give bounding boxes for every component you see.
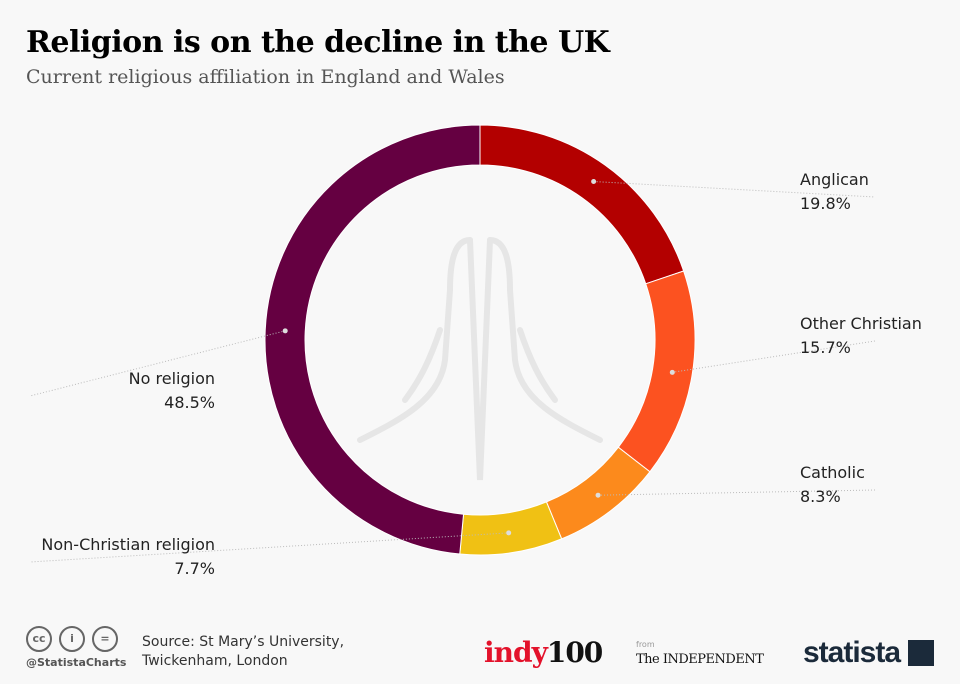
statista-logo: statista [803, 636, 901, 669]
leader-line [672, 340, 876, 373]
no-derivatives-icon: = [92, 626, 118, 652]
value-label: 48.5% [164, 393, 215, 412]
slice-other-christian [617, 270, 696, 473]
value-label: 15.7% [800, 338, 851, 357]
twitter-handle: @StatistaCharts [26, 656, 127, 669]
value-label: 19.8% [800, 194, 851, 213]
category-label: Non-Christian religion [41, 535, 215, 554]
slice-no-religion [264, 124, 481, 555]
category-label: Other Christian [800, 314, 922, 333]
creative-commons-icon: cc [26, 626, 52, 652]
independent-logo: The INDEPENDENT [636, 652, 764, 667]
leader-line [29, 532, 509, 563]
slice-anglican [479, 124, 685, 285]
leader-line [593, 181, 876, 198]
source-line-2: Twickenham, London [142, 653, 288, 669]
label-anchor-dot [506, 530, 512, 536]
statista-logo-icon [908, 640, 934, 666]
attribution-icon: i [59, 626, 85, 652]
value-label: 7.7% [174, 559, 215, 578]
category-label: Catholic [800, 463, 865, 482]
label-anchor-dot [595, 492, 601, 498]
source-note: Source: St Mary’s University, Twickenham… [142, 633, 344, 671]
indy100-logo-a: indy [484, 636, 548, 669]
indy100-logo: indy100 [484, 636, 603, 669]
praying-hands-icon [357, 237, 603, 481]
leader-line [598, 489, 876, 496]
from-label: from [636, 640, 655, 649]
category-label: No religion [129, 369, 215, 388]
leader-line [29, 330, 286, 397]
slice-non-christian-religion [459, 501, 563, 556]
chart-title: Religion is on the decline in the UK [26, 25, 610, 60]
value-label: 8.3% [800, 487, 841, 506]
label-anchor-dot [669, 369, 675, 375]
indy100-logo-b: 100 [546, 636, 603, 669]
label-anchor-dot [591, 179, 597, 185]
chart-subtitle: Current religious affiliation in England… [26, 66, 505, 88]
label-anchor-dot [282, 328, 288, 334]
source-line-1: Source: St Mary’s University, [142, 634, 345, 650]
category-label: Anglican [800, 170, 869, 189]
